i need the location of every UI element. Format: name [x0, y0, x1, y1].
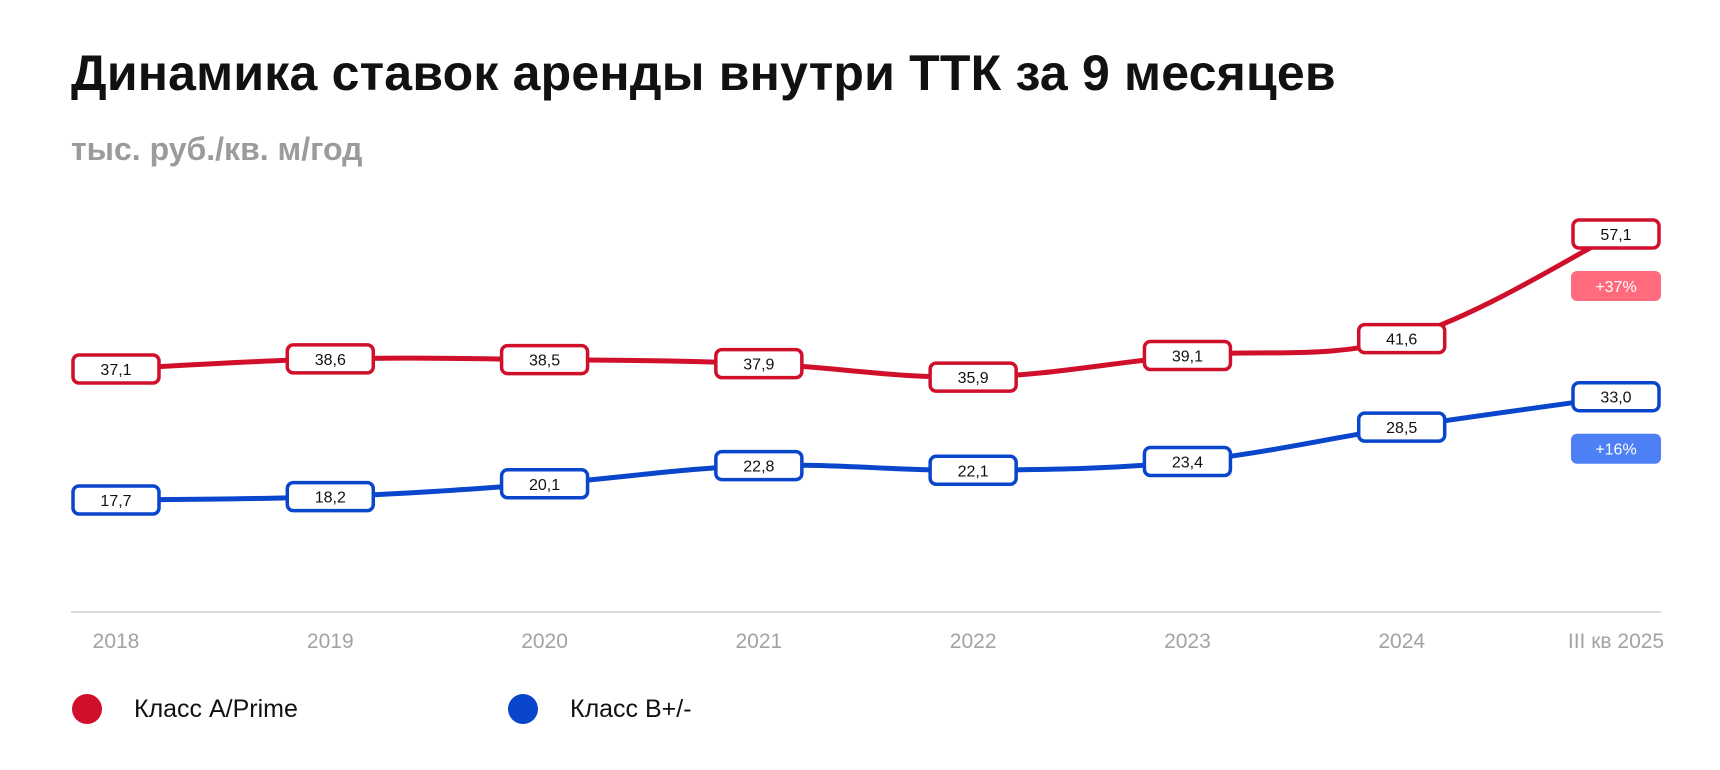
change-badge-bg [1571, 271, 1661, 301]
data-label-text: 35,9 [958, 370, 989, 387]
data-label-class-a-3: 37,9 [714, 347, 804, 380]
chart-title: Динамика ставок аренды внутри ТТК за 9 м… [71, 45, 1336, 101]
data-label-class-a-5: 39,1 [1142, 339, 1233, 372]
change-badge-bg [1571, 433, 1661, 464]
data-label-class-b-5: 23,4 [1142, 445, 1233, 478]
chart-subtitle-units: тыс. руб./кв. м/год [71, 131, 363, 167]
data-label-class-b-0: 17,7 [71, 484, 161, 516]
x-tick-label: 2018 [93, 630, 140, 653]
data-point-marker [1571, 380, 1661, 413]
data-label-class-a-6: 41,6 [1356, 322, 1447, 355]
data-label-text: 22,8 [743, 459, 774, 476]
change-badge-class-a: +37% [1571, 271, 1661, 301]
data-point-marker [928, 361, 1018, 393]
data-point-marker [928, 454, 1018, 487]
data-point-marker [1571, 218, 1661, 250]
data-point-marker [1142, 339, 1233, 372]
legend-label-class-b: Класс B+/- [570, 694, 692, 723]
data-label-class-a-4: 35,9 [928, 361, 1018, 393]
x-tick-labels: 2018 2019 2020 2021 2022 2023 2024 III кв 2025 [93, 630, 1664, 653]
data-label-text: 37,9 [743, 357, 774, 374]
data-label-text: 18,2 [315, 490, 346, 507]
data-label-class-b-1: 18,2 [285, 480, 376, 513]
data-label-class-a-2: 38,5 [499, 343, 590, 376]
x-tick-label: III кв 2025 [1568, 630, 1664, 653]
data-label-text: 39,1 [1172, 349, 1203, 366]
data-label-text: 17,7 [100, 493, 131, 510]
data-point-marker [499, 343, 590, 376]
data-point-marker [1356, 322, 1447, 355]
change-badge-text: +16% [1595, 442, 1636, 459]
data-label-class-b-6: 28,5 [1356, 411, 1447, 443]
legend-item-class-b: Класс B+/- [508, 694, 692, 724]
data-label-text: 23,4 [1172, 455, 1203, 472]
data-point-marker [499, 468, 590, 500]
data-label-class-b-4: 22,1 [928, 454, 1018, 487]
data-point-marker [71, 353, 161, 385]
legend-item-class-a: Класс A/Prime [72, 694, 298, 724]
data-point-marker [285, 343, 376, 375]
x-tick-label: 2020 [521, 630, 568, 653]
data-label-text: 22,1 [958, 463, 989, 480]
data-label-text: 33,0 [1600, 390, 1631, 407]
data-point-marker [285, 480, 376, 513]
data-label-text: 37,1 [100, 362, 131, 379]
data-point-marker [714, 449, 804, 482]
data-label-text: 20,1 [529, 477, 560, 494]
data-label-class-b-3: 22,8 [714, 449, 804, 482]
data-label-class-a-7: 57,1 [1571, 218, 1661, 250]
data-label-text: 41,6 [1386, 332, 1417, 349]
data-point-marker [1356, 411, 1447, 443]
data-label-text: 38,5 [529, 353, 560, 370]
data-labels: 37,1 38,6 38,5 37,9 35,9 39,1 41,6 57,1 +37% 17,7… [71, 218, 1661, 516]
data-label-class-a-0: 37,1 [71, 353, 161, 385]
x-tick-label: 2023 [1164, 630, 1211, 653]
legend-marker-class-a [72, 694, 102, 724]
change-badge-class-b: +16% [1571, 433, 1661, 464]
x-tick-label: 2022 [950, 630, 997, 653]
x-tick-label: 2021 [735, 630, 782, 653]
change-badge-text: +37% [1595, 279, 1636, 296]
legend-marker-class-b [508, 694, 538, 724]
data-point-marker [1142, 445, 1233, 478]
data-label-text: 28,5 [1386, 420, 1417, 437]
data-label-text: 57,1 [1600, 227, 1631, 244]
data-label-text: 38,6 [315, 352, 346, 369]
x-tick-label: 2019 [307, 630, 354, 653]
data-label-class-b-7: 33,0 [1571, 380, 1661, 413]
data-point-marker [71, 484, 161, 516]
data-label-class-b-2: 20,1 [499, 468, 590, 500]
data-point-marker [714, 347, 804, 380]
data-label-class-a-1: 38,6 [285, 343, 376, 375]
x-tick-label: 2024 [1378, 630, 1425, 653]
legend-label-class-a: Класс A/Prime [134, 694, 298, 723]
